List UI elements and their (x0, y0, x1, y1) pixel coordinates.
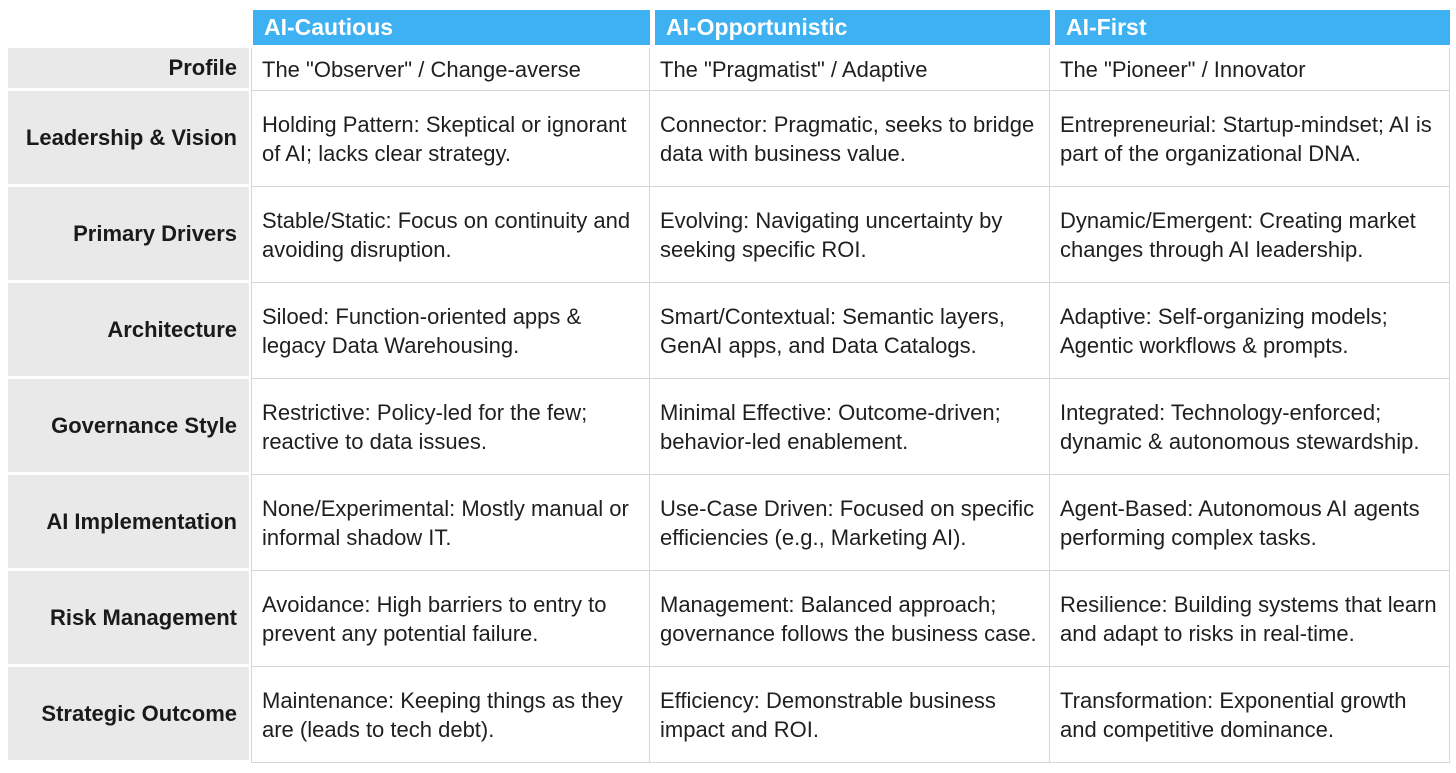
table-cell: Avoidance: High barriers to entry to pre… (251, 571, 650, 667)
table-cell: Integrated: Technology-enforced; dynamic… (1050, 379, 1450, 475)
table-cell: Connector: Pragmatic, seeks to bridge da… (650, 91, 1050, 187)
column-header-ai-first: AI-First (1050, 10, 1450, 48)
table-cell: Efficiency: Demonstrable business impact… (650, 667, 1050, 763)
table-cell: Evolving: Navigating uncertainty by seek… (650, 187, 1050, 283)
table-cell: Maintenance: Keeping things as they are … (251, 667, 650, 763)
table-cell: Siloed: Function-oriented apps & legacy … (251, 283, 650, 379)
row-label-risk-management: Risk Management (8, 571, 251, 667)
row-label-ai-implementation: AI Implementation (8, 475, 251, 571)
table-cell: Minimal Effective: Outcome-driven; behav… (650, 379, 1050, 475)
table-cell: Transformation: Exponential growth and c… (1050, 667, 1450, 763)
row-label-leadership-vision: Leadership & Vision (8, 91, 251, 187)
table-cell: Resilience: Building systems that learn … (1050, 571, 1450, 667)
table-cell: Smart/Contextual: Semantic layers, GenAI… (650, 283, 1050, 379)
table-cell: Use-Case Driven: Focused on specific eff… (650, 475, 1050, 571)
row-label-primary-drivers: Primary Drivers (8, 187, 251, 283)
table-cell: None/Experimental: Mostly manual or info… (251, 475, 650, 571)
row-label-governance-style: Governance Style (8, 379, 251, 475)
table-cell: Agent-Based: Autonomous AI agents perfor… (1050, 475, 1450, 571)
comparison-table: AI-Cautious AI-Opportunistic AI-First Pr… (8, 10, 1450, 763)
table-cell: Stable/Static: Focus on continuity and a… (251, 187, 650, 283)
table-cell: Adaptive: Self-organizing models; Agenti… (1050, 283, 1450, 379)
table-cell: Dynamic/Emergent: Creating market change… (1050, 187, 1450, 283)
column-header-ai-opportunistic: AI-Opportunistic (650, 10, 1050, 48)
table-cell: Entrepreneurial: Startup-mindset; AI is … (1050, 91, 1450, 187)
table-cell: Management: Balanced approach; governanc… (650, 571, 1050, 667)
table-cell: Holding Pattern: Skeptical or ignorant o… (251, 91, 650, 187)
row-label-profile: Profile (8, 48, 251, 91)
table-cell: Restrictive: Policy-led for the few; rea… (251, 379, 650, 475)
table-cell: The "Pragmatist" / Adaptive (650, 48, 1050, 91)
table-cell: The "Observer" / Change-averse (251, 48, 650, 91)
row-label-architecture: Architecture (8, 283, 251, 379)
table-cell: The "Pioneer" / Innovator (1050, 48, 1450, 91)
column-header-ai-cautious: AI-Cautious (251, 10, 650, 48)
corner-cell (8, 10, 251, 48)
row-label-strategic-outcome: Strategic Outcome (8, 667, 251, 763)
